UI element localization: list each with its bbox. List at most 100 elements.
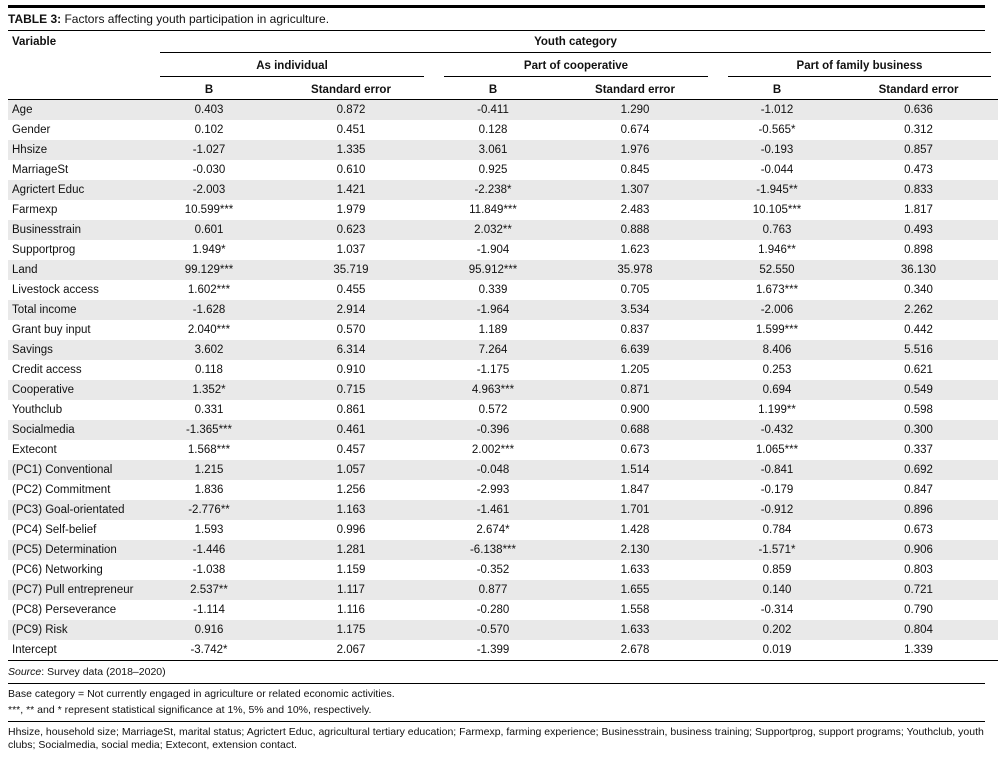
group-header-family-business: Part of family business [718,55,998,79]
source-text: : Survey data (2018–2020) [41,666,166,678]
footnote-divider [8,683,985,684]
row-value: 0.763 [762,224,792,236]
row-value: 0.833 [904,184,933,196]
row-value: -0.179 [760,484,794,496]
row-value: 2.032** [474,224,512,236]
row-variable: Total income [12,304,77,316]
row-value: 2.674* [476,524,510,536]
table-row: (PC6) Networking -1.038 1.159 -0.352 1.633 0.… [8,560,998,580]
row-value: 1.633 [620,564,650,576]
source-label: Source [8,666,42,678]
row-value: 0.019 [718,640,836,661]
row-value: 1.163 [336,504,366,516]
row-variable: (PC9) Risk [12,624,68,636]
b-header: B [434,79,552,100]
significance-note: ***, ** and * represent statistical sign… [8,704,372,716]
row-value: 0.906 [904,544,933,556]
row-value: 0.900 [620,404,650,416]
row-value: 2.067 [268,640,434,661]
row-value: 0.673 [620,444,650,456]
table-row: Savings 3.602 6.314 7.264 6.639 8.406 5.516 [8,340,998,360]
row-value: 1.568*** [187,444,231,456]
table-number-label: TABLE 3: [8,12,62,26]
row-value: 5.516 [904,344,933,356]
row-value: 0.872 [336,104,366,116]
row-value: 0.688 [620,424,650,436]
table-row: (PC9) Risk 0.916 1.175 -0.570 1.633 0.202 0.80… [8,620,998,640]
table-row: Total income -1.628 2.914 -1.964 3.534 -2.006… [8,300,998,320]
row-value: 0.715 [336,384,366,396]
row-variable: Hhsize [12,144,48,156]
row-value: 0.549 [904,384,933,396]
row-value: 0.888 [620,224,650,236]
row-variable: Savings [12,344,53,356]
row-value: -2.006 [760,304,794,316]
row-value: -1.446 [192,544,226,556]
row-value: 1.117 [337,584,365,596]
row-value: 0.916 [194,624,224,636]
row-value: 7.264 [478,344,508,356]
row-variable: Livestock access [12,284,99,296]
row-value: 1.335 [336,144,366,156]
row-value: -2.238* [474,184,512,196]
table-row: Businesstrain 0.601 0.623 2.032** 0.888 0.763… [8,220,998,240]
row-value: 0.570 [336,324,366,336]
header-row-subheaders: B Standard error B Standard error B Stan… [8,79,998,100]
table-row: Socialmedia -1.365*** 0.461 -0.396 0.688 -0.4… [8,420,998,440]
row-value: 0.253 [762,364,792,376]
row-value: 0.442 [904,324,933,336]
table-row: (PC8) Perseverance -1.114 1.116 -0.280 1.558… [8,600,998,620]
row-value: 0.784 [762,524,792,536]
row-variable: (PC8) Perseverance [12,604,117,616]
row-variable: (PC4) Self-belief [12,524,97,536]
row-value: 1.205 [620,364,650,376]
table-row: Cooperative 1.352* 0.715 4.963*** 0.871 0.694… [8,380,998,400]
row-value: 6.314 [336,344,366,356]
row-value: 1.281 [336,544,366,556]
group-header-individual: As individual [150,55,434,79]
row-value: 1.428 [620,524,650,536]
row-value: 0.601 [194,224,224,236]
row-value: 0.845 [620,164,650,176]
row-value: -6.138*** [469,544,517,556]
row-value: -0.280 [476,604,510,616]
row-variable: (PC2) Commitment [12,484,111,496]
row-value: 1.175 [336,624,366,636]
row-variable: Land [12,264,38,276]
row-value: 0.128 [478,124,508,136]
row-value: -3.742* [150,640,268,661]
table-row: Grant buy input 2.040*** 0.570 1.189 0.837 1.… [8,320,998,340]
row-variable: (PC5) Determination [12,544,117,556]
row-value: 0.403 [194,104,224,116]
row-value: 0.803 [904,564,933,576]
row-value: 36.130 [900,264,937,276]
table-title: TABLE 3: Factors affecting youth partici… [8,5,985,31]
row-value: 0.455 [336,284,366,296]
table-row: MarriageSt -0.030 0.610 0.925 0.845 -0.044 0.4… [8,160,998,180]
footnote-divider [8,721,985,722]
row-value: 0.202 [762,624,792,636]
row-value: 1.949* [192,244,226,256]
table-row: Farmexp 10.599*** 1.979 11.849*** 2.483 10.10… [8,200,998,220]
table-row: (PC1) Conventional 1.215 1.057 -0.048 1.514 -… [8,460,998,480]
row-variable: (PC3) Goal-orientated [12,504,125,516]
youth-category-header: Youth category [150,31,998,55]
row-variable: Extecont [12,444,57,456]
group-header-cooperative: Part of cooperative [434,55,718,79]
table-row: Youthclub 0.331 0.861 0.572 0.900 1.199** 0.59… [8,400,998,420]
row-value: 11.849*** [469,204,517,216]
row-value: 0.721 [904,584,933,596]
table-row: Gender 0.102 0.451 0.128 0.674 -0.565* 0.312 [8,120,998,140]
table-row: (PC7) Pull entrepreneur 2.537** 1.117 0.877… [8,580,998,600]
row-variable: (PC7) Pull entrepreneur [12,584,134,596]
row-value: -1.461 [476,504,510,516]
row-value: -0.432 [760,424,794,436]
row-value: -0.841 [760,464,794,476]
table-row: Land 99.129*** 35.719 95.912*** 35.978 52.550… [8,260,998,280]
row-value: 10.105*** [752,204,802,216]
row-value: -0.912 [760,504,794,516]
row-value: 1.215 [194,464,224,476]
row-value: -1.038 [192,564,226,576]
row-value: 2.483 [620,204,650,216]
row-value: -2.993 [476,484,510,496]
